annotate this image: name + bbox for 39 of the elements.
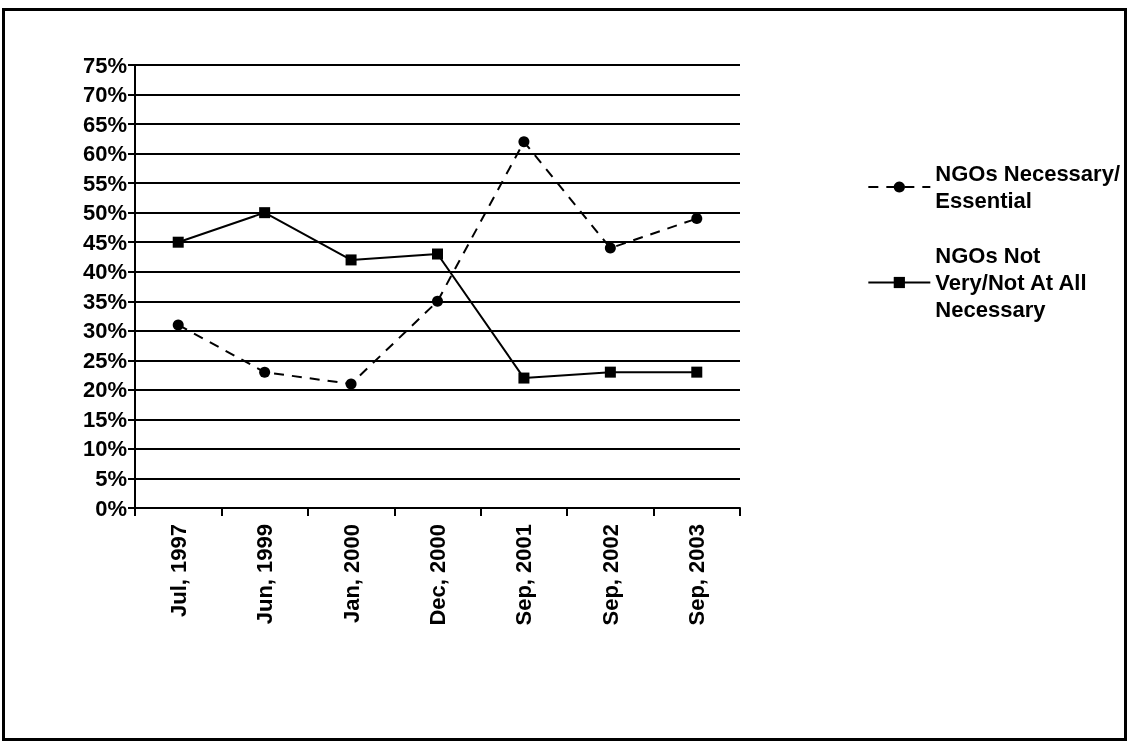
y-tick-label: 35%: [82, 288, 127, 314]
legend-label: NGOs Necessary/ Essential: [935, 161, 1120, 213]
point: [604, 242, 616, 254]
point: [345, 254, 357, 266]
point: [518, 136, 530, 148]
x-tick-label: Sep, 2003: [684, 524, 710, 626]
x-tick-label: Jul, 1997: [165, 524, 191, 617]
point: [259, 366, 271, 378]
y-tick-label: 65%: [82, 111, 127, 137]
y-tick-label: 20%: [82, 377, 127, 403]
point: [518, 372, 530, 384]
point: [259, 207, 271, 219]
y-tick-label: 75%: [82, 52, 127, 78]
y-tick-label: 5%: [95, 465, 127, 491]
x-tick-label: Sep, 2001: [511, 524, 537, 626]
y-tick-label: 50%: [82, 200, 127, 226]
point: [172, 319, 184, 331]
legend-label: NGOs Not Very/Not At All Necessary: [935, 243, 1087, 322]
point: [432, 248, 443, 260]
y-tick-label: 45%: [82, 229, 127, 255]
y-tick-label: 60%: [82, 141, 127, 167]
y-tick-label: 40%: [82, 259, 127, 285]
point: [345, 378, 357, 390]
y-tick-label: 10%: [82, 436, 127, 462]
point: [172, 236, 184, 248]
point: [691, 366, 703, 378]
y-tick-label: 55%: [82, 170, 127, 196]
x-tick-label: Dec, 2000: [425, 524, 450, 626]
x-tick-label: Jan, 2000: [338, 524, 364, 624]
y-tick-label: 0%: [95, 495, 127, 521]
x-tick-label: Sep, 2002: [597, 524, 623, 626]
point: [432, 295, 443, 307]
point: [691, 213, 703, 225]
y-tick-label: 30%: [82, 318, 127, 344]
point: [604, 366, 616, 378]
y-tick-label: 70%: [82, 82, 127, 108]
x-tick-label: Jun, 1999: [252, 524, 278, 625]
y-tick-label: 15%: [82, 406, 127, 432]
y-tick-label: 25%: [82, 347, 127, 373]
